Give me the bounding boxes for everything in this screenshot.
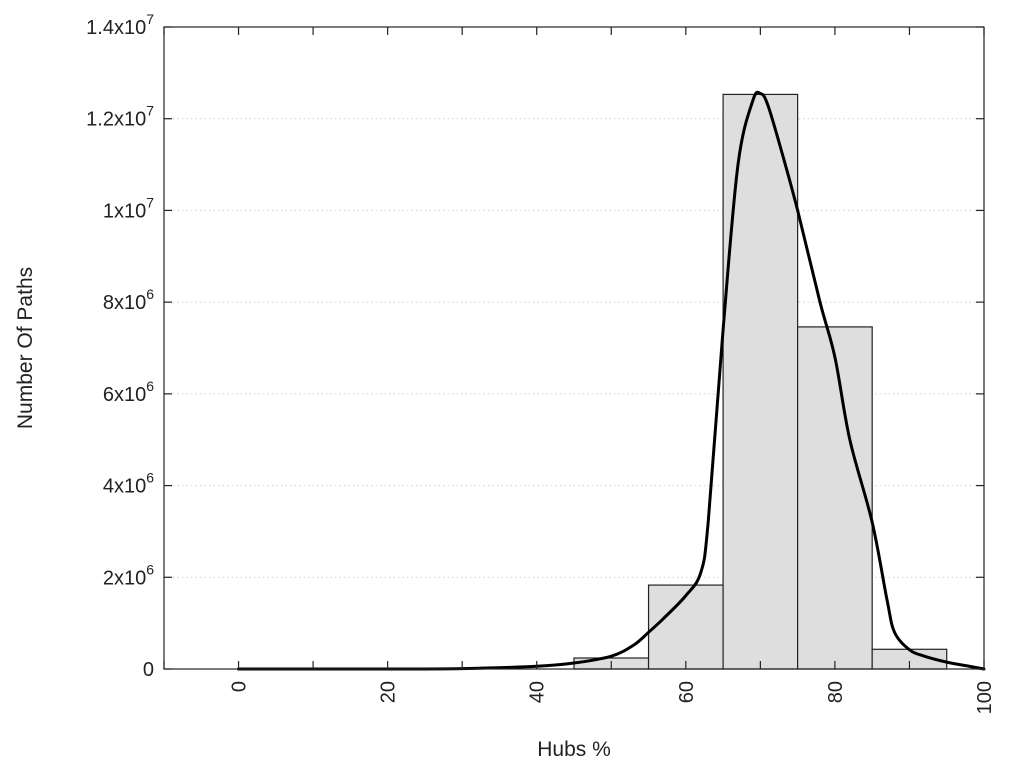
density-curve [237,90,986,671]
y-tick-exponent: 7 [146,11,154,27]
x-tick-label: 100 [974,681,996,714]
y-tick-exponent: 6 [146,378,154,394]
x-axis-title: Hubs % [537,738,611,761]
x-tick-label: 0 [229,681,251,692]
histogram-bar [722,93,799,670]
x-tick-label: 40 [527,681,549,703]
y-tick-label: 1.2x107 [86,103,154,131]
x-tick-label: 80 [825,681,847,703]
y-tick-base: 6x10 [103,384,146,406]
plot-frame [163,26,985,670]
histogram-bar [797,326,873,670]
y-tick-label: 4x106 [103,470,154,498]
y-tick-exponent: 6 [146,470,154,486]
y-tick-label: 1.4x107 [86,11,154,39]
y-tick-base: 4x10 [103,476,146,498]
y-tick-exponent: 6 [146,286,154,302]
histogram-bar [647,584,724,670]
y-tick-label: 1x107 [103,194,154,222]
y-tick-base: 2x10 [103,567,146,589]
histogram-bars [573,93,948,670]
grid-lines [164,118,984,578]
x-tick-label: 60 [676,681,698,703]
y-tick-exponent: 7 [146,103,154,119]
y-tick-label: 0 [143,659,154,681]
y-tick-base: 1.2x10 [86,109,146,131]
x-tick-label: 20 [378,681,400,703]
y-tick-label: 6x106 [103,378,154,406]
y-tick-label: 2x106 [103,561,154,589]
y-axis-title: Number Of Paths [14,267,37,429]
y-tick-exponent: 6 [146,561,154,577]
y-tick-label: 8x106 [103,286,154,314]
y-tick-base: 0 [143,659,154,681]
axis-ticks: 02x1064x1066x1068x1061x1071.2x1071.4x107… [86,11,996,714]
y-tick-base: 1.4x10 [86,17,146,39]
y-tick-base: 1x10 [103,200,146,222]
y-tick-base: 8x10 [103,292,146,314]
y-tick-exponent: 7 [146,194,154,210]
